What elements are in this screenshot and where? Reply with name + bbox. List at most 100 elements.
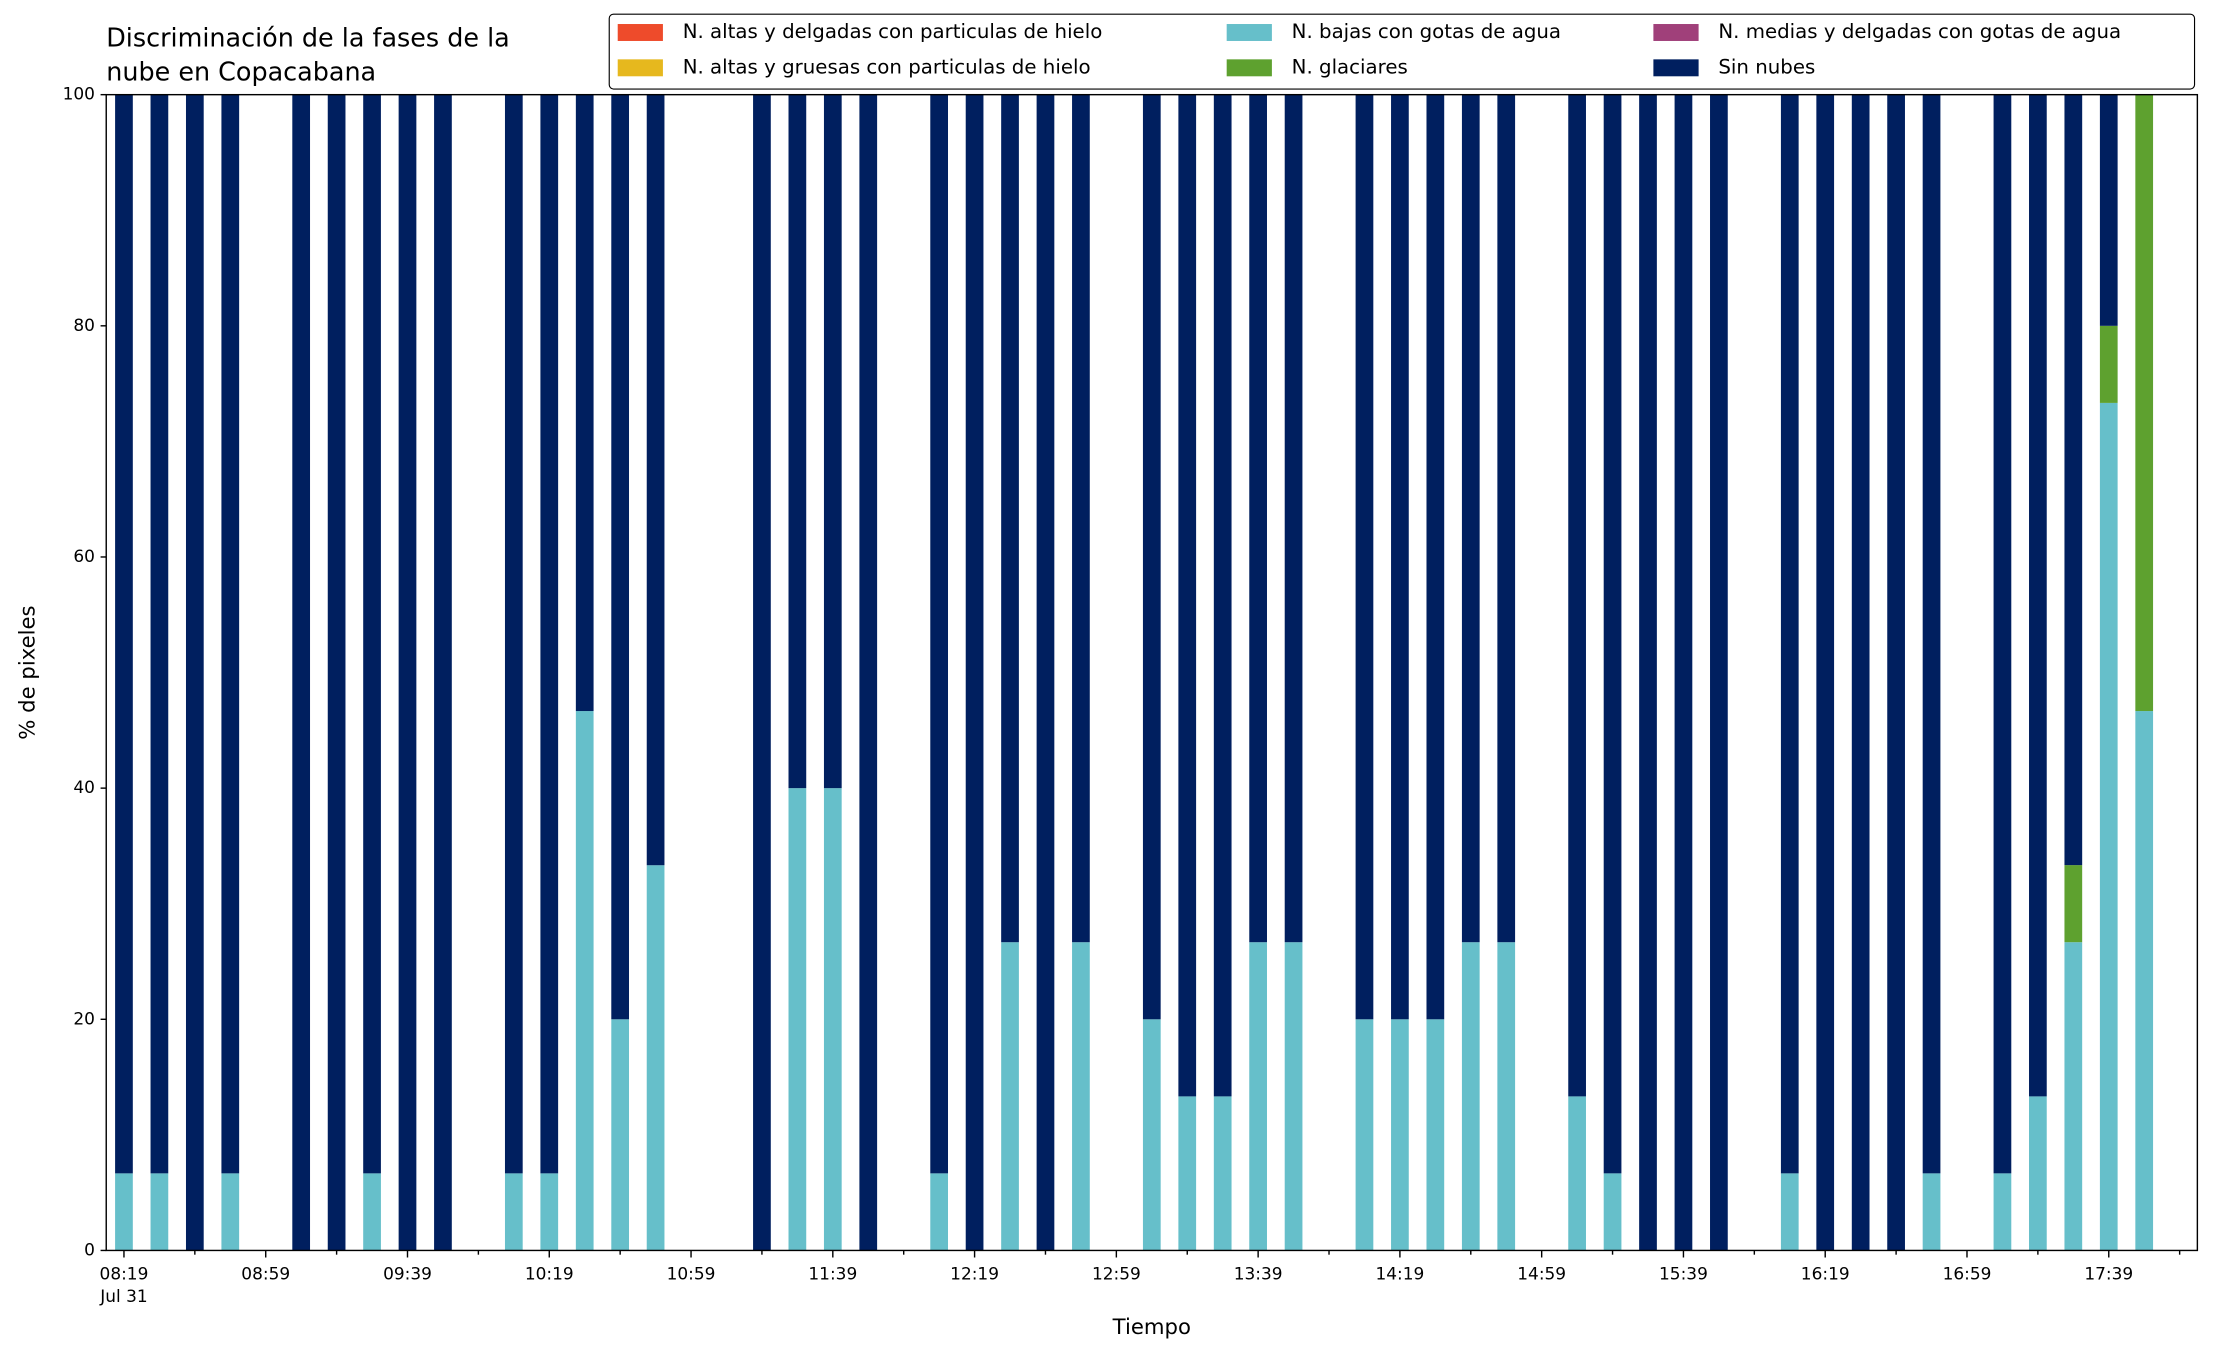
bar-segment bbox=[1922, 94, 1941, 1174]
bar-segment bbox=[788, 788, 807, 1251]
bar-segment bbox=[1816, 94, 1835, 1251]
chart-title: nube en Copacabana bbox=[106, 56, 376, 86]
x-tick-date: Jul 31 bbox=[99, 1286, 147, 1306]
bar-segment bbox=[1142, 1019, 1161, 1251]
bar-segment bbox=[965, 94, 984, 1251]
legend-swatch bbox=[1226, 59, 1272, 77]
x-axis-label: Tiempo bbox=[1112, 1314, 1191, 1339]
bar-segment bbox=[2135, 711, 2154, 1251]
bar-segment bbox=[575, 94, 594, 712]
bar-segment bbox=[753, 94, 771, 1251]
x-tick-label: 15:39 bbox=[1659, 1263, 1708, 1283]
bar-segment bbox=[1780, 94, 1799, 1174]
x-tick-label: 10:19 bbox=[525, 1263, 574, 1283]
bar-segment bbox=[611, 1019, 630, 1251]
bar-segment bbox=[1710, 94, 1728, 1251]
bar-segment bbox=[646, 865, 665, 1251]
chart-title: Discriminación de la fases de la bbox=[106, 23, 510, 53]
bar-segment bbox=[1249, 94, 1267, 943]
bar-segment bbox=[930, 1173, 949, 1251]
y-tick-label: 40 bbox=[73, 777, 95, 797]
bar-segment bbox=[292, 94, 311, 1251]
bar-segment bbox=[2064, 865, 2083, 943]
legend-label: N. bajas con gotas de agua bbox=[1292, 20, 1561, 43]
bar-segment bbox=[1674, 94, 1693, 1251]
bar-segment bbox=[1178, 94, 1197, 1097]
bar-segment bbox=[611, 94, 630, 1020]
y-axis-label: % de pixeles bbox=[15, 605, 40, 739]
bar-segment bbox=[1036, 94, 1055, 1251]
bar-segment bbox=[1284, 942, 1303, 1251]
bar-segment bbox=[1072, 94, 1090, 943]
bar-segment bbox=[823, 788, 842, 1251]
legend-swatch bbox=[1226, 24, 1272, 41]
bar-segment bbox=[2064, 94, 2083, 866]
bar-segment bbox=[1178, 1096, 1197, 1251]
bar-segment bbox=[1391, 1019, 1409, 1251]
legend-label: N. glaciares bbox=[1292, 55, 1408, 78]
x-tick-label: 11:39 bbox=[808, 1263, 857, 1283]
bar-segment bbox=[1426, 1019, 1445, 1251]
bar-segment bbox=[150, 94, 169, 1174]
bar-segment bbox=[1603, 1173, 1622, 1251]
bar-segment bbox=[1568, 94, 1586, 1097]
bar-segment bbox=[1922, 1173, 1941, 1251]
bar-segment bbox=[1072, 942, 1090, 1251]
bar-segment bbox=[1355, 1019, 1374, 1251]
bar-segment bbox=[1780, 1173, 1799, 1251]
bar-segment bbox=[540, 94, 559, 1174]
x-tick-label: 12:19 bbox=[950, 1263, 999, 1283]
x-tick-label: 14:19 bbox=[1375, 1263, 1424, 1283]
bar-segment bbox=[1461, 942, 1480, 1251]
legend-label: N. altas y delgadas con particulas de hi… bbox=[683, 20, 1103, 43]
x-tick-label: 14:59 bbox=[1517, 1263, 1566, 1283]
legend-label: Sin nubes bbox=[1718, 55, 1815, 78]
bar-segment bbox=[1851, 94, 1870, 1251]
legend-label: N. altas y gruesas con particulas de hie… bbox=[683, 55, 1091, 78]
y-tick-label: 0 bbox=[84, 1239, 95, 1259]
y-tick-label: 60 bbox=[73, 546, 95, 566]
legend-swatch bbox=[1653, 59, 1699, 77]
x-tick-label: 10:59 bbox=[667, 1263, 716, 1283]
bar-segment bbox=[150, 1173, 169, 1251]
bar-segment bbox=[859, 94, 878, 1251]
x-tick-label: 09:39 bbox=[383, 1263, 432, 1283]
bar-segment bbox=[1497, 942, 1516, 1251]
x-tick-label: 16:19 bbox=[1801, 1263, 1850, 1283]
bar-segment bbox=[2135, 94, 2154, 712]
bar-segment bbox=[115, 94, 133, 1174]
bar-segment bbox=[398, 94, 417, 1251]
legend-swatch bbox=[1653, 24, 1699, 41]
legend-swatch bbox=[617, 24, 663, 41]
bar-segment bbox=[2099, 325, 2118, 403]
bar-segment bbox=[1497, 94, 1516, 943]
bar-segment bbox=[2099, 402, 2118, 1251]
bar-segment bbox=[540, 1173, 559, 1251]
bar-segment bbox=[1603, 94, 1622, 1174]
bar-segment bbox=[185, 94, 204, 1251]
bar-segment bbox=[2029, 1096, 2047, 1251]
bar-segment bbox=[1639, 94, 1657, 1251]
legend-box bbox=[608, 13, 2196, 90]
legend-label: N. medias y delgadas con gotas de agua bbox=[1718, 20, 2121, 43]
bar-segment bbox=[1461, 94, 1480, 943]
bar-segment bbox=[221, 1173, 240, 1251]
bar-segment bbox=[1426, 94, 1445, 1020]
bar-segment bbox=[434, 94, 452, 1251]
y-tick-label: 100 bbox=[63, 84, 95, 104]
bar-segment bbox=[1887, 94, 1905, 1251]
bar-segment bbox=[363, 1173, 381, 1251]
bar-segment bbox=[1249, 942, 1267, 1251]
bar-segment bbox=[1213, 94, 1232, 1097]
bar-segment bbox=[788, 94, 807, 789]
bar-segment bbox=[1284, 94, 1303, 943]
bar-segment bbox=[646, 94, 665, 866]
x-tick-label: 13:39 bbox=[1234, 1263, 1283, 1283]
bar-segment bbox=[1993, 1173, 2012, 1251]
bar-segment bbox=[363, 94, 381, 1174]
x-tick-label: 08:19 bbox=[100, 1263, 149, 1283]
plot-frame bbox=[105, 93, 2199, 1252]
y-tick-label: 80 bbox=[73, 315, 95, 335]
x-tick-label: 12:59 bbox=[1092, 1263, 1141, 1283]
